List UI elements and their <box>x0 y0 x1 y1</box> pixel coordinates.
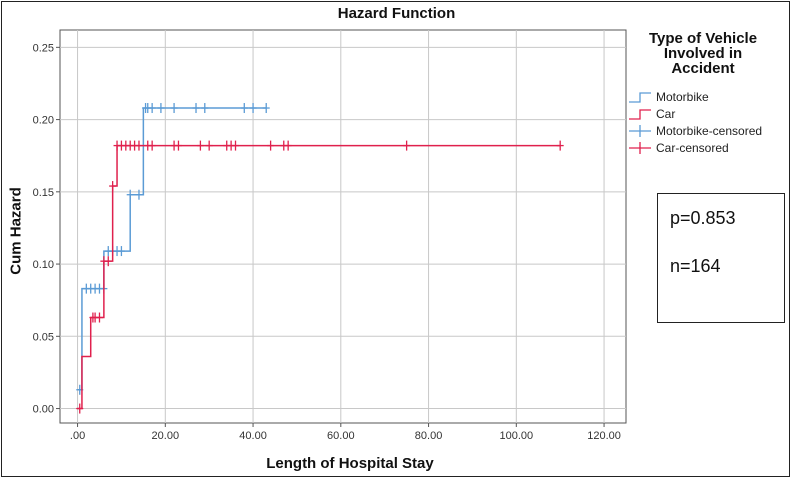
car-censored-mark <box>403 140 411 151</box>
car-censored-mark <box>104 256 112 267</box>
legend-title-line: Type of Vehicle <box>648 30 758 47</box>
motorbike-censored-mark <box>249 103 257 114</box>
motorbike-censored-mark <box>262 103 270 114</box>
legend-step-swatch <box>629 109 651 120</box>
p-value-text: p=0.853 <box>670 208 736 228</box>
car-censored-mark <box>95 312 103 323</box>
car-censored-mark <box>267 140 275 151</box>
motorbike-censored-mark <box>117 246 125 257</box>
x-tick-label: 20.00 <box>152 430 180 442</box>
legend-label: Motorbike-censored <box>656 124 763 138</box>
car-censored-mark <box>556 140 564 151</box>
motorbike-censored-mark <box>192 103 200 114</box>
x-tick-label: 60.00 <box>327 430 355 442</box>
car-censored-mark <box>135 140 143 151</box>
y-tick-label: 0.05 <box>33 331 54 343</box>
x-tick-label: .00 <box>70 430 85 442</box>
grid-lines <box>60 30 626 423</box>
x-tick-label: 80.00 <box>415 430 443 442</box>
car-censored-mark <box>76 403 84 414</box>
motorbike-censored-mark <box>148 103 156 114</box>
car-censored-mark <box>109 181 117 192</box>
car-censored-mark <box>232 140 240 151</box>
legend-title: Type of Vehicle Involved in Accident <box>628 31 778 76</box>
car-censored-mark <box>196 140 204 151</box>
car-censored-mark <box>174 140 182 151</box>
y-tick-label: 0.15 <box>33 187 54 199</box>
y-tick-label: 0.00 <box>33 404 54 416</box>
motorbike-censored-mark <box>126 189 134 200</box>
car-censored-mark <box>148 140 156 151</box>
motorbike-censored-mark <box>135 189 143 200</box>
car-censored-mark <box>284 140 292 151</box>
x-tick-label: 40.00 <box>239 430 267 442</box>
sample-size-text: n=164 <box>670 256 721 276</box>
x-axis-ticks: .00 20.00 40.00 60.00 80.00 100.00 120.00 <box>70 423 621 442</box>
y-tick-label: 0.10 <box>33 259 54 271</box>
x-tick-label: 100.00 <box>499 430 533 442</box>
motorbike-censored-mark <box>170 103 178 114</box>
legend-censor-swatch <box>629 125 651 137</box>
x-tick-label: 120.00 <box>587 430 621 442</box>
legend-step-swatch <box>629 92 651 103</box>
car-censored-mark <box>205 140 213 151</box>
stats-box: p=0.853 n=164 <box>657 193 785 323</box>
motorbike-censored-mark <box>240 103 248 114</box>
car-step-line <box>77 144 561 410</box>
chart-title: Hazard Function <box>337 5 456 22</box>
motorbike-censored-mark <box>157 103 165 114</box>
legend-title-line: Accident <box>671 60 735 77</box>
legend-censor-swatch <box>629 142 651 154</box>
y-axis-ticks: 0.00 0.05 0.10 0.15 0.20 0.25 <box>33 42 60 416</box>
legend-title-line: Involved in <box>663 45 743 62</box>
y-tick-label: 0.25 <box>33 42 54 54</box>
legend-label: Car-censored <box>656 141 729 155</box>
x-axis-label: Length of Hospital Stay <box>266 455 434 472</box>
motorbike-censored-mark <box>201 103 209 114</box>
plot-area <box>59 29 627 424</box>
series-layer <box>76 103 564 414</box>
y-axis-label: Cum Hazard <box>7 187 25 275</box>
y-tick-label: 0.20 <box>33 115 54 127</box>
legend-label: Car <box>656 107 676 121</box>
legend-label: Motorbike <box>656 90 709 104</box>
